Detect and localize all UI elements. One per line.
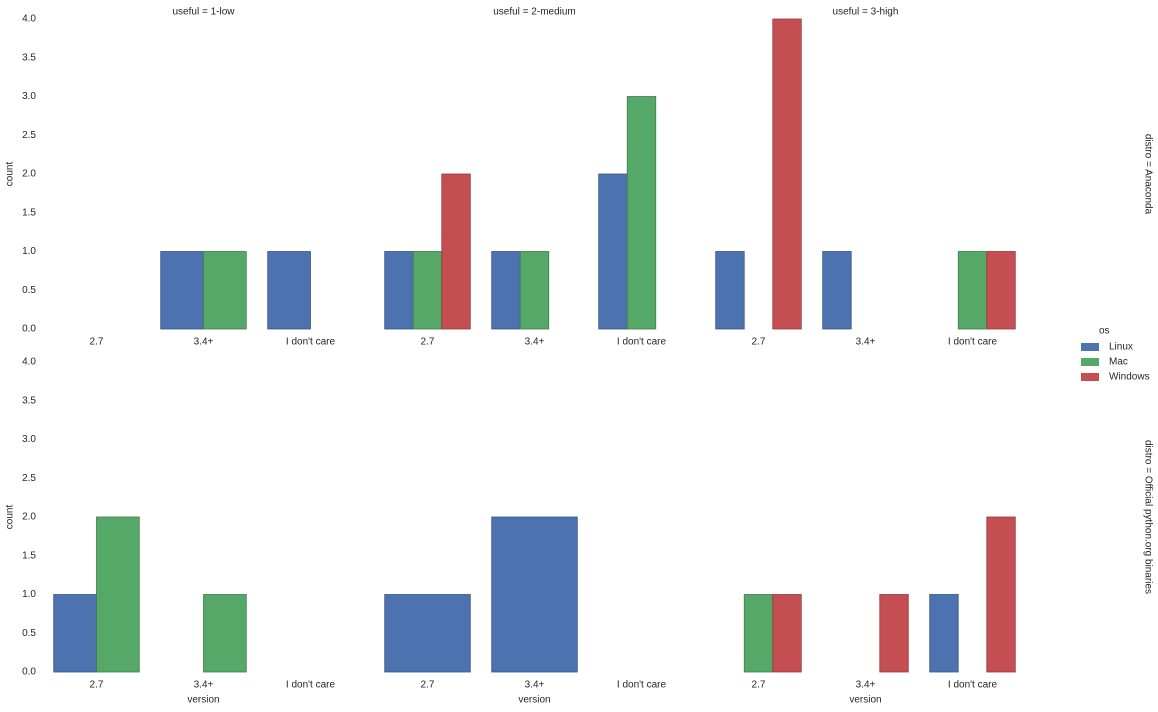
legend-label: Linux xyxy=(1109,342,1133,353)
x-tick-label: 2.7 xyxy=(421,337,435,348)
x-tick-label: 2.7 xyxy=(752,337,766,348)
x-axis-label: version xyxy=(518,695,550,706)
bar xyxy=(598,173,628,330)
legend-title: os xyxy=(1099,326,1110,337)
y-tick-label: 3.5 xyxy=(22,52,36,63)
legend-swatch xyxy=(1081,343,1099,351)
y-tick-label: 1.0 xyxy=(22,246,36,257)
legend-swatch xyxy=(1081,358,1099,366)
y-tick-label: 1.5 xyxy=(22,550,36,561)
bar xyxy=(772,594,802,673)
bar xyxy=(203,594,247,673)
bar xyxy=(986,516,1016,673)
y-tick-label: 0.5 xyxy=(22,285,36,296)
y-axis-label: count xyxy=(5,505,16,530)
facet-title: useful = 1-low xyxy=(173,7,236,18)
bar xyxy=(96,516,140,673)
bar xyxy=(715,251,745,330)
y-tick-label: 3.0 xyxy=(22,91,36,102)
x-tick-label: 2.7 xyxy=(90,680,104,691)
y-tick-label: 2.5 xyxy=(22,473,36,484)
y-tick-label: 0.0 xyxy=(22,667,36,678)
bar xyxy=(203,251,247,330)
facet-title: useful = 2-medium xyxy=(493,7,576,18)
row-title: distro = Official python.org binaries xyxy=(1142,440,1153,594)
bar xyxy=(491,516,578,673)
bar xyxy=(879,594,909,673)
bar xyxy=(626,96,657,330)
y-tick-label: 0.0 xyxy=(22,324,36,335)
x-axis-label: version xyxy=(187,695,219,706)
bar xyxy=(929,594,959,673)
x-tick-label: I don't care xyxy=(948,680,998,691)
x-tick-label: I don't care xyxy=(617,337,667,348)
bar xyxy=(743,594,774,673)
x-tick-label: I don't care xyxy=(286,680,336,691)
y-tick-label: 3.5 xyxy=(22,395,36,406)
y-axis-label: count xyxy=(5,162,16,187)
x-tick-label: 2.7 xyxy=(752,680,766,691)
y-tick-label: 4.0 xyxy=(22,14,36,25)
bar xyxy=(441,173,471,330)
bar xyxy=(384,251,414,330)
y-tick-label: 1.0 xyxy=(22,589,36,600)
y-tick-label: 3.0 xyxy=(22,434,36,445)
bar xyxy=(772,18,802,330)
y-tick-label: 2.5 xyxy=(22,130,36,141)
legend-swatch xyxy=(1081,373,1099,381)
bar xyxy=(53,594,97,673)
row-title: distro = Anaconda xyxy=(1142,134,1153,215)
y-tick-label: 4.0 xyxy=(22,357,36,368)
facet-title: useful = 3-high xyxy=(833,7,899,18)
legend-label: Mac xyxy=(1109,357,1128,368)
bar xyxy=(519,251,550,330)
x-tick-label: 2.7 xyxy=(421,680,435,691)
x-tick-label: I don't care xyxy=(948,337,998,348)
x-axis-label: version xyxy=(849,695,881,706)
bar xyxy=(160,251,204,330)
y-tick-label: 2.0 xyxy=(22,512,36,523)
x-tick-label: 3.4+ xyxy=(194,337,214,348)
bar xyxy=(986,251,1016,330)
bar xyxy=(822,251,852,330)
bar xyxy=(957,251,988,330)
x-tick-label: I don't care xyxy=(617,680,667,691)
y-tick-label: 1.5 xyxy=(22,207,36,218)
x-tick-label: 3.4+ xyxy=(856,337,876,348)
x-tick-label: 2.7 xyxy=(90,337,104,348)
x-tick-label: 3.4+ xyxy=(525,680,545,691)
x-tick-label: I don't care xyxy=(286,337,336,348)
y-tick-label: 2.0 xyxy=(22,169,36,180)
legend-label: Windows xyxy=(1109,372,1150,383)
bar xyxy=(267,251,311,330)
bar xyxy=(412,251,443,330)
x-tick-label: 3.4+ xyxy=(856,680,876,691)
y-tick-label: 0.5 xyxy=(22,628,36,639)
bar xyxy=(491,251,521,330)
bar xyxy=(384,594,471,673)
x-tick-label: 3.4+ xyxy=(194,680,214,691)
x-tick-label: 3.4+ xyxy=(525,337,545,348)
